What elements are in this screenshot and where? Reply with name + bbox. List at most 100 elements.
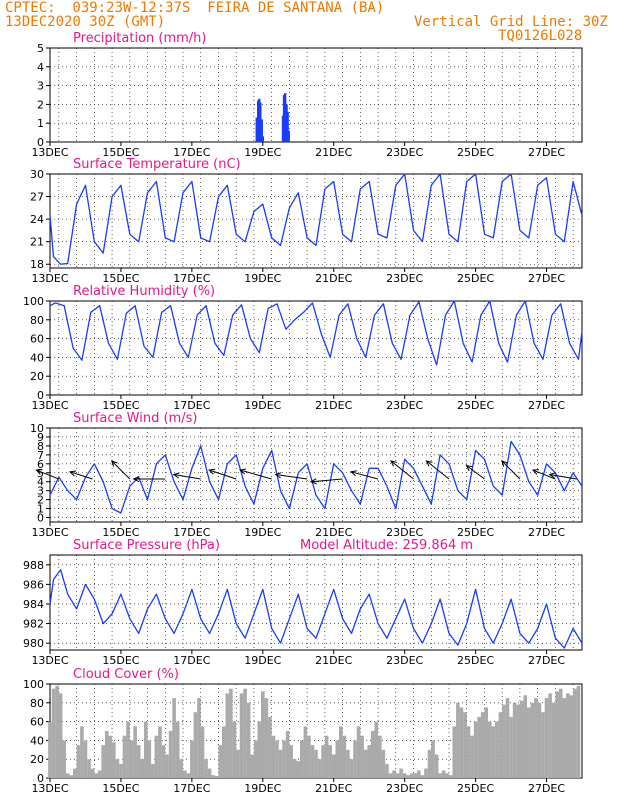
bar <box>324 735 329 778</box>
wind-arrow <box>390 460 414 480</box>
x-tick-label: 19DEC <box>244 526 281 539</box>
x-tick-label: 27DEC <box>528 399 565 412</box>
bar <box>438 773 442 778</box>
bar <box>456 702 460 778</box>
bar <box>519 700 524 778</box>
wind-arrow <box>501 460 521 480</box>
header-model-id: TQ0126L028 <box>498 28 583 44</box>
x-tick-label: 15DEC <box>102 272 139 285</box>
bar <box>151 763 155 778</box>
bar <box>179 759 184 778</box>
y-tick-label: 100 <box>23 678 44 691</box>
bar <box>558 688 563 778</box>
x-tick-label: 19DEC <box>244 399 281 412</box>
bar <box>260 119 263 142</box>
y-tick-label: 3 <box>37 485 44 498</box>
y-tick-label: 80 <box>30 314 44 327</box>
panel-title: Surface Pressure (hPa) <box>73 538 220 553</box>
bar <box>136 745 141 778</box>
y-tick-label: 988 <box>23 559 44 572</box>
bar <box>314 749 318 778</box>
wind-arrow-head <box>208 468 216 475</box>
y-tick-label: 9 <box>37 431 44 444</box>
bar <box>331 754 336 778</box>
y-tick-label: 2 <box>37 98 44 111</box>
bar <box>182 770 187 778</box>
y-tick-label: 6 <box>37 458 44 471</box>
bar <box>463 712 467 778</box>
bar <box>367 745 371 778</box>
bar <box>296 761 301 778</box>
bar <box>509 716 513 778</box>
bar <box>459 707 464 778</box>
bar <box>548 693 552 778</box>
x-tick-label: 27DEC <box>528 654 565 667</box>
x-tick-label: 25DEC <box>457 526 494 539</box>
bar <box>143 721 148 778</box>
wind-arrow <box>275 474 308 480</box>
bar <box>470 735 474 778</box>
bar <box>530 702 535 778</box>
bar <box>399 768 403 778</box>
x-tick-label: 17DEC <box>173 272 210 285</box>
bar <box>285 731 290 778</box>
bar <box>168 731 173 778</box>
series-line <box>49 300 583 366</box>
bar <box>395 773 400 778</box>
bar <box>473 721 478 778</box>
bar <box>516 704 520 778</box>
x-tick-label: 15DEC <box>102 782 139 795</box>
bar <box>257 721 262 778</box>
y-tick-label: 2 <box>37 494 44 507</box>
x-tick-label: 19DEC <box>244 654 281 667</box>
plot-frame <box>49 173 583 269</box>
wind-arrow-head <box>390 460 397 467</box>
bar <box>321 745 325 778</box>
wind-arrow <box>36 469 60 480</box>
bar <box>534 698 538 778</box>
panel-6: Cloud Cover (%) 0 20 40 60 80 100 13DEC 15DEC 17D… <box>23 667 583 795</box>
y-tick-label: 986 <box>23 578 44 591</box>
y-tick-label: 80 <box>30 697 44 710</box>
wind-arrow-head <box>35 469 43 475</box>
x-tick-label: 13DEC <box>31 526 68 539</box>
x-tick-label: 21DEC <box>315 399 352 412</box>
panel-3: Relative Humidity (%) 0 20 40 60 80 100 13DEC 15… <box>23 284 583 412</box>
y-tick-label: 4 <box>37 476 44 489</box>
bar <box>204 759 208 778</box>
bar <box>218 745 223 778</box>
x-tick-label: 27DEC <box>528 782 565 795</box>
bar <box>69 775 74 778</box>
bar <box>569 695 574 778</box>
bar <box>243 688 247 778</box>
bar <box>287 130 290 142</box>
y-tick-label: 1 <box>37 503 44 516</box>
y-tick-label: 5 <box>37 467 44 480</box>
bar <box>434 754 439 778</box>
panel-title: Surface Temperature (nC) <box>73 157 241 172</box>
y-tick-label: 982 <box>23 618 44 631</box>
bar <box>108 735 113 778</box>
bar <box>65 773 70 778</box>
y-tick-label: 984 <box>23 598 44 611</box>
bar <box>292 759 297 778</box>
bar <box>55 685 59 778</box>
bar <box>165 754 169 778</box>
bar <box>523 695 528 778</box>
bar <box>555 691 559 778</box>
x-tick-label: 25DEC <box>457 399 494 412</box>
bar <box>495 721 499 778</box>
bar <box>246 702 251 778</box>
wind-arrow <box>240 469 272 480</box>
panel-1: Precipitation (mm/h) 0 1 2 3 4 5 13DEC 15DEC 17DE… <box>31 31 583 159</box>
panel-title: Cloud Cover (%) <box>73 667 179 682</box>
bar <box>62 740 66 778</box>
x-tick-label: 21DEC <box>315 526 352 539</box>
wind-arrow-head <box>110 460 118 467</box>
bar <box>101 745 105 778</box>
wind-arrow-head <box>349 470 358 477</box>
bar <box>335 740 340 778</box>
bar <box>112 742 116 778</box>
bar <box>154 735 159 778</box>
y-tick-label: 60 <box>30 333 44 346</box>
